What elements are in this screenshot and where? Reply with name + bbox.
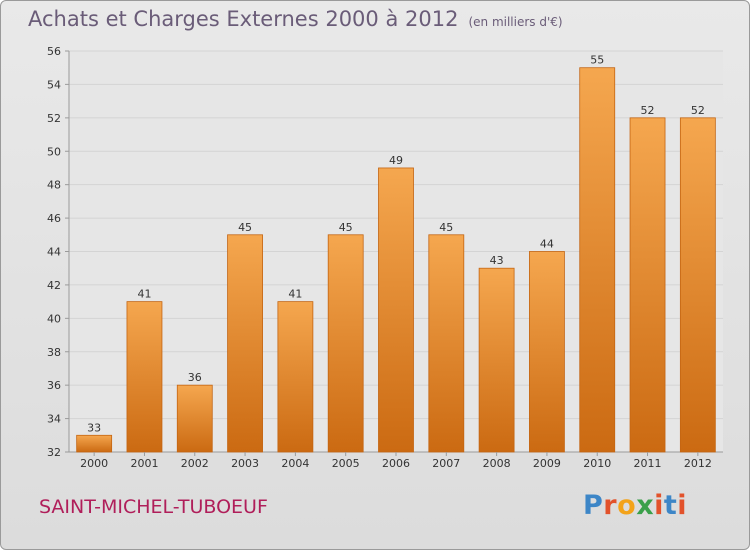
brand-letter: i	[654, 490, 664, 521]
bar	[126, 301, 163, 453]
brand-letter: i	[677, 490, 688, 521]
bar-value-label: 45	[439, 221, 453, 234]
bar	[277, 301, 314, 453]
x-tick-label: 2008	[483, 457, 511, 470]
chart-title-text: Achats et Charges Externes 2000 à 2012	[28, 7, 459, 31]
bar-value-label: 45	[339, 221, 353, 234]
bar	[227, 234, 263, 453]
bar-value-label: 43	[490, 254, 504, 267]
bar-value-label: 49	[389, 154, 403, 167]
y-tick-label: 42	[47, 279, 61, 292]
brand-letter: r	[603, 490, 618, 521]
y-tick-label: 50	[47, 145, 61, 158]
y-tick-label: 46	[47, 212, 61, 225]
x-tick-label: 2009	[533, 457, 561, 470]
x-tick-label: 2001	[130, 457, 158, 470]
bar-value-label: 52	[691, 104, 705, 117]
bar	[327, 234, 364, 453]
y-tick-label: 44	[47, 246, 61, 259]
bar-value-label: 45	[238, 221, 252, 234]
city-name: SAINT-MICHEL-TUBOEUF	[39, 496, 268, 518]
y-tick-label: 32	[47, 446, 61, 459]
y-tick-label: 52	[47, 112, 61, 125]
x-tick-label: 2006	[382, 457, 410, 470]
x-tick-label: 2000	[80, 457, 108, 470]
bar	[428, 234, 465, 453]
x-tick-label: 2002	[181, 457, 209, 470]
bar-value-label: 52	[641, 104, 655, 117]
bar-value-label: 41	[137, 288, 151, 301]
y-tick-label: 56	[47, 45, 61, 58]
brand-letter: x	[636, 490, 655, 521]
bar	[76, 434, 113, 453]
bar-value-label: 36	[188, 371, 202, 384]
bar-value-label: 33	[87, 421, 101, 434]
bar	[579, 67, 616, 453]
y-tick-label: 48	[47, 179, 61, 192]
y-tick-label: 54	[47, 78, 61, 91]
brand-letter: P	[583, 490, 604, 521]
x-tick-label: 2012	[684, 457, 712, 470]
x-tick-label: 2005	[332, 457, 360, 470]
chart-unit: (en milliers d'€)	[468, 15, 563, 29]
bar	[629, 117, 666, 453]
bar	[478, 267, 515, 453]
bar	[529, 251, 565, 453]
y-tick-label: 38	[47, 346, 61, 359]
bar-value-label: 44	[540, 238, 554, 251]
y-tick-label: 40	[47, 312, 61, 325]
brand-logo: Proxiti	[583, 490, 687, 521]
x-tick-label: 2003	[231, 457, 259, 470]
brand-letter: o	[617, 490, 637, 521]
x-tick-label: 2010	[583, 457, 611, 470]
bar-value-label: 55	[590, 54, 604, 67]
brand-letter: t	[663, 490, 678, 521]
y-tick-label: 36	[47, 379, 61, 392]
chart-title: Achats et Charges Externes 2000 à 2012 (e…	[28, 7, 563, 31]
y-tick-label: 34	[47, 413, 61, 426]
bar	[679, 117, 716, 453]
bar-value-label: 41	[288, 288, 302, 301]
x-tick-label: 2007	[432, 457, 460, 470]
bar	[378, 167, 414, 453]
bar	[176, 384, 213, 453]
x-tick-label: 2011	[634, 457, 662, 470]
x-tick-label: 2004	[281, 457, 309, 470]
